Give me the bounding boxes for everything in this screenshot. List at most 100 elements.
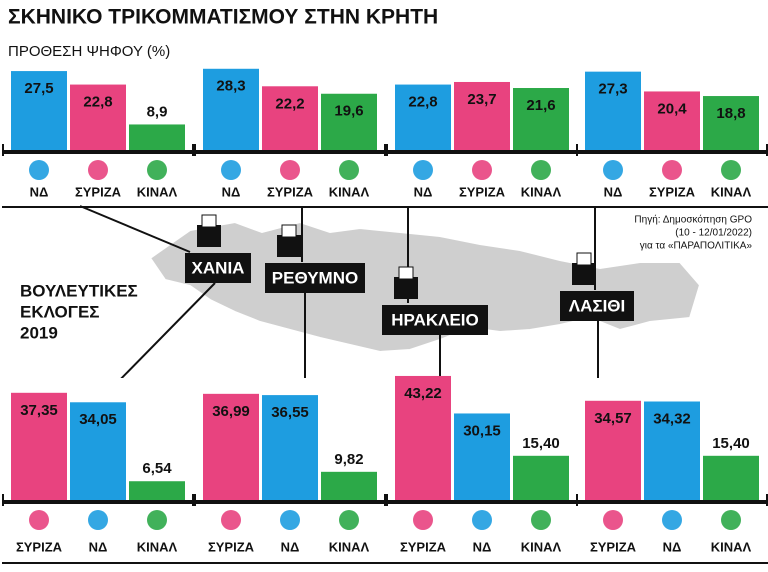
party-logo bbox=[472, 160, 492, 180]
value-label: 6,54 bbox=[142, 460, 172, 477]
category-label: ΚΙΝΑΛ bbox=[711, 539, 752, 554]
category-label: ΝΔ bbox=[663, 539, 682, 554]
party-logo bbox=[339, 160, 359, 180]
region-box bbox=[560, 291, 634, 321]
tick bbox=[2, 494, 4, 506]
elections-label: 2019 bbox=[20, 323, 58, 342]
region-label: ΡΕΘΥΜΝΟ bbox=[272, 268, 358, 287]
value-label: 30,15 bbox=[463, 422, 501, 439]
ballot-paper bbox=[281, 224, 297, 238]
value-label: 34,32 bbox=[653, 410, 691, 427]
subtitle: ΠΡΟΘΕΣΗ ΨΗΦΟΥ (%) bbox=[8, 43, 170, 60]
region-label: ΗΡΑΚΛΕΙΟ bbox=[391, 310, 479, 329]
party-logo bbox=[721, 510, 741, 530]
baseline bbox=[576, 150, 768, 154]
bar bbox=[321, 93, 377, 150]
party-logo bbox=[413, 510, 433, 530]
baseline bbox=[194, 500, 386, 504]
bar bbox=[703, 455, 759, 500]
bar bbox=[644, 401, 700, 500]
value-label: 34,05 bbox=[79, 411, 117, 428]
value-label: 15,40 bbox=[522, 435, 560, 452]
party-logo bbox=[280, 510, 300, 530]
category-label: ΝΔ bbox=[89, 539, 108, 554]
value-label: 15,40 bbox=[712, 435, 750, 452]
ballot-paper bbox=[576, 252, 592, 266]
region-label: ΧΑΝΙΑ bbox=[192, 258, 245, 277]
category-label: ΝΔ bbox=[222, 184, 241, 199]
party-logo bbox=[413, 160, 433, 180]
category-label: ΣΥΡΙΖΑ bbox=[16, 539, 63, 554]
tick bbox=[386, 494, 388, 506]
bar bbox=[129, 481, 185, 500]
tick bbox=[766, 144, 768, 156]
bottom-line bbox=[2, 206, 194, 208]
bar bbox=[585, 71, 641, 150]
bottom-line bbox=[386, 562, 578, 564]
value-label: 36,99 bbox=[212, 403, 250, 420]
region-label: ΛΑΣΙΘΙ bbox=[569, 296, 626, 315]
party-logo bbox=[662, 510, 682, 530]
party-logo bbox=[221, 160, 241, 180]
party-logo bbox=[280, 160, 300, 180]
party-logo bbox=[29, 510, 49, 530]
region-box bbox=[382, 305, 488, 335]
bar bbox=[11, 71, 67, 150]
category-label: ΝΔ bbox=[281, 539, 300, 554]
bar bbox=[585, 400, 641, 500]
category-label: ΚΙΝΑΛ bbox=[329, 539, 370, 554]
bar bbox=[203, 393, 259, 500]
ballot-box bbox=[572, 263, 596, 285]
region-box bbox=[185, 253, 251, 283]
bar bbox=[129, 124, 185, 150]
baseline bbox=[2, 150, 194, 154]
category-label: ΣΥΡΙΖΑ bbox=[75, 184, 122, 199]
source: (10 - 12/01/2022) bbox=[675, 228, 752, 239]
value-label: 20,4 bbox=[657, 100, 687, 117]
value-label: 18,8 bbox=[716, 105, 745, 122]
party-logo bbox=[531, 510, 551, 530]
value-label: 27,3 bbox=[598, 81, 627, 98]
tick bbox=[192, 494, 194, 506]
category-label: ΣΥΡΙΖΑ bbox=[400, 539, 447, 554]
value-label: 19,6 bbox=[334, 103, 363, 120]
value-label: 28,3 bbox=[216, 78, 245, 95]
party-logo bbox=[472, 510, 492, 530]
value-label: 27,5 bbox=[24, 80, 53, 97]
bar bbox=[395, 375, 451, 500]
bar bbox=[262, 86, 318, 150]
tick bbox=[384, 494, 386, 506]
party-logo bbox=[721, 160, 741, 180]
category-label: ΚΙΝΑΛ bbox=[137, 539, 178, 554]
elections-label: ΒΟΥΛΕΥΤΙΚΕΣ bbox=[20, 281, 138, 300]
value-label: 22,8 bbox=[408, 94, 437, 111]
bar bbox=[203, 68, 259, 150]
bar bbox=[11, 392, 67, 500]
category-label: ΝΔ bbox=[604, 184, 623, 199]
value-label: 21,6 bbox=[526, 97, 555, 114]
value-label: 37,35 bbox=[20, 402, 58, 419]
category-label: ΚΙΝΑΛ bbox=[521, 184, 562, 199]
category-label: ΣΥΡΙΖΑ bbox=[208, 539, 255, 554]
tick bbox=[766, 494, 768, 506]
category-label: ΚΙΝΑΛ bbox=[137, 184, 178, 199]
bar bbox=[262, 395, 318, 500]
bottom-line bbox=[194, 562, 386, 564]
party-logo bbox=[147, 510, 167, 530]
bottom-line bbox=[386, 206, 578, 208]
value-label: 43,22 bbox=[404, 385, 442, 402]
baseline bbox=[194, 150, 386, 154]
party-logo bbox=[88, 160, 108, 180]
tick bbox=[384, 144, 386, 156]
category-label: ΝΔ bbox=[473, 539, 492, 554]
value-label: 9,82 bbox=[334, 451, 363, 468]
elections-label: ΕΚΛΟΓΕΣ bbox=[20, 302, 99, 321]
tick bbox=[194, 494, 196, 506]
source: για τα «ΠΑΡΑΠΟΛΙΤΙΚΑ» bbox=[640, 241, 753, 252]
ballot-box bbox=[197, 225, 221, 247]
category-label: ΚΙΝΑΛ bbox=[329, 184, 370, 199]
party-logo bbox=[29, 160, 49, 180]
category-label: ΚΙΝΑΛ bbox=[711, 184, 752, 199]
party-logo bbox=[339, 510, 359, 530]
